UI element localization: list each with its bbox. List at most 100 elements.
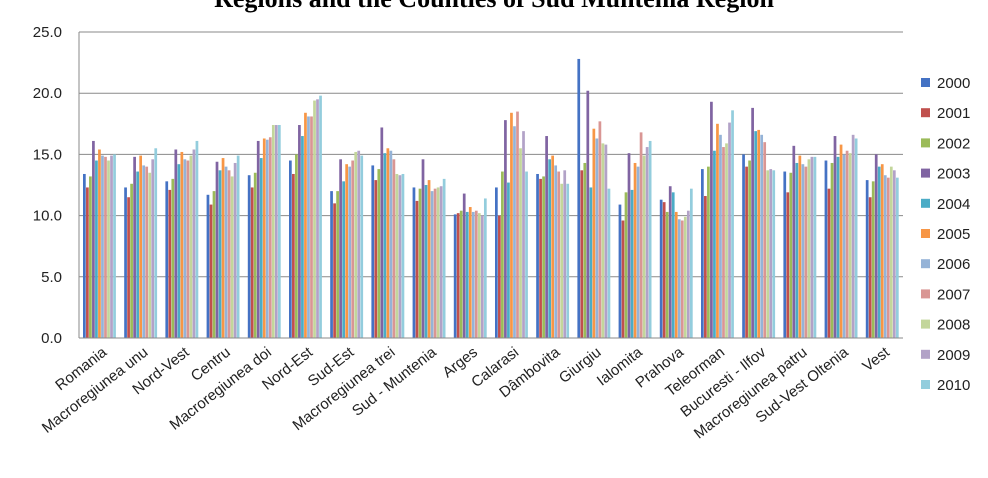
- bar: [713, 150, 716, 338]
- bar: [107, 160, 110, 338]
- bar: [342, 181, 345, 338]
- bar: [810, 156, 814, 338]
- bar: [751, 107, 754, 338]
- legend-swatch: [921, 168, 930, 178]
- bar: [783, 171, 787, 338]
- bar: [124, 187, 127, 338]
- bar: [218, 170, 222, 338]
- bar: [824, 160, 828, 338]
- bar: [268, 137, 272, 338]
- bar: [630, 189, 634, 338]
- bar: [307, 116, 310, 339]
- bar: [295, 154, 298, 338]
- bar: [545, 136, 548, 338]
- bar: [171, 178, 175, 338]
- bar: [871, 181, 875, 338]
- bar: [522, 131, 525, 338]
- bar: [539, 178, 542, 338]
- bar: [754, 131, 757, 338]
- bar: [139, 155, 143, 338]
- bar: [763, 142, 767, 338]
- bar: [136, 171, 139, 338]
- bar: [98, 149, 101, 338]
- bar: [383, 153, 387, 338]
- bar: [674, 211, 678, 338]
- bar: [804, 166, 808, 338]
- legend-swatch: [921, 349, 930, 359]
- legend-swatch: [921, 78, 930, 87]
- bar: [127, 197, 130, 338]
- bar: [483, 198, 487, 338]
- bar: [710, 101, 713, 339]
- bar: [224, 166, 228, 338]
- bar: [854, 138, 858, 338]
- bar: [209, 204, 213, 338]
- bar: [101, 155, 104, 338]
- bar: [851, 134, 855, 338]
- bar: [180, 151, 184, 338]
- bar: [256, 140, 260, 338]
- bar: [145, 166, 149, 338]
- legend-swatch: [921, 289, 930, 299]
- bar: [731, 110, 734, 338]
- bar: [236, 155, 240, 338]
- bar: [336, 191, 339, 338]
- legend-swatch: [921, 198, 930, 208]
- bar: [247, 175, 251, 338]
- bar: [513, 126, 516, 338]
- bar: [177, 164, 181, 338]
- bar: [298, 125, 301, 339]
- bar: [671, 192, 675, 338]
- bar: [339, 159, 342, 338]
- bar: [83, 173, 86, 338]
- bar: [230, 176, 234, 338]
- bar: [289, 160, 292, 338]
- bar: [206, 194, 210, 338]
- bar: [807, 159, 811, 338]
- bar: [86, 187, 89, 338]
- bar: [354, 151, 358, 338]
- bar: [833, 136, 837, 338]
- gridlines: [79, 31, 903, 339]
- bar: [551, 155, 555, 338]
- bar: [680, 220, 684, 338]
- bar: [333, 203, 336, 338]
- bar: [192, 149, 196, 338]
- bar: [748, 160, 751, 338]
- bar: [580, 170, 584, 338]
- bar: [130, 183, 133, 338]
- bar: [389, 150, 393, 338]
- bar: [760, 134, 764, 338]
- bar: [719, 134, 722, 338]
- bar: [892, 170, 896, 338]
- bar: [330, 191, 333, 338]
- legend-label: 2002: [937, 135, 970, 152]
- bar: [642, 155, 646, 338]
- bar: [525, 171, 528, 338]
- bar: [683, 216, 687, 338]
- bar: [813, 156, 817, 338]
- bar: [836, 156, 840, 338]
- y-tick-label: 15.0: [33, 146, 62, 163]
- bar: [501, 171, 504, 338]
- bar: [554, 165, 558, 338]
- bar: [648, 140, 652, 338]
- bar: [345, 164, 349, 338]
- bar: [412, 187, 416, 338]
- bar: [474, 210, 478, 338]
- y-tick-label: 10.0: [33, 208, 62, 225]
- bar: [468, 207, 472, 338]
- bar: [668, 186, 672, 338]
- bar: [707, 166, 710, 338]
- bar: [716, 123, 719, 338]
- bar: [386, 148, 390, 338]
- bar: [848, 153, 852, 338]
- bar: [313, 100, 316, 338]
- bar: [316, 99, 319, 338]
- bar: [728, 122, 731, 338]
- bar: [212, 191, 216, 338]
- bar: [357, 150, 361, 338]
- bar: [433, 188, 437, 338]
- y-tick-label: 0.0: [41, 330, 62, 347]
